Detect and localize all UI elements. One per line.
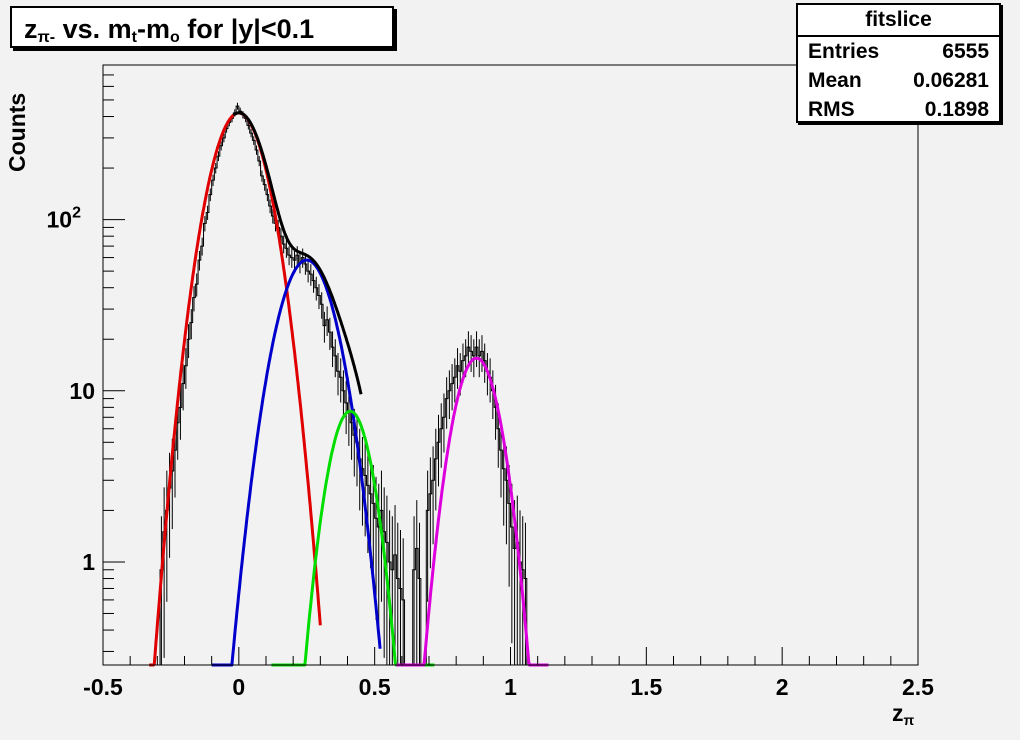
fit-curve-1 [211, 258, 382, 667]
title-sub-pi: π- [37, 29, 56, 46]
plot-frame [102, 64, 919, 666]
y-tick-label: 1 [82, 549, 95, 575]
fit-curve-4 [232, 111, 363, 395]
x-tick-label: 0 [232, 674, 245, 700]
title-minus-m: -m [136, 14, 170, 44]
stats-box: fitslice Entries 6555 Mean 0.06281 RMS 0… [796, 3, 1001, 123]
stats-title: fitslice [798, 5, 999, 37]
x-tick-label: 1.5 [630, 674, 662, 700]
axes: -0.5 0 0.5 1 1.5 2 2.5 1 10 102 [47, 64, 934, 700]
title-sub-o: o [169, 29, 180, 46]
x-tick-label: 2 [776, 674, 789, 700]
stats-row-mean: Mean 0.06281 [798, 66, 999, 95]
stats-label: RMS [808, 98, 855, 121]
y-tick-label: 102 [47, 205, 82, 233]
chart-title: zπ- vs. mt-mo for |y|<0.1 [10, 6, 394, 48]
x-axis-label-main: z [892, 700, 904, 726]
y-tick-label: 10 [69, 378, 95, 404]
stats-value: 0.1898 [924, 98, 989, 121]
title-vs: vs. m [55, 14, 132, 44]
stats-value: 6555 [942, 40, 989, 63]
x-axis-label-sub: π [903, 712, 915, 728]
title-cut: for |y|<0.1 [179, 14, 315, 44]
y-axis-label: Counts [4, 92, 30, 172]
title-z: z [24, 14, 38, 44]
x-tick-label: -0.5 [83, 674, 123, 700]
stats-row-entries: Entries 6555 [798, 37, 999, 66]
x-tick-label: 1 [504, 674, 517, 700]
x-tick-label: 0.5 [359, 674, 391, 700]
x-axis-label: zπ [892, 700, 914, 728]
stats-value: 0.06281 [913, 69, 989, 92]
title-sub-t: t [131, 29, 137, 46]
stats-label: Entries [808, 40, 880, 63]
x-tick-label: 2.5 [902, 674, 934, 700]
stats-label: Mean [808, 69, 862, 92]
stats-row-rms: RMS 0.1898 [798, 95, 999, 124]
